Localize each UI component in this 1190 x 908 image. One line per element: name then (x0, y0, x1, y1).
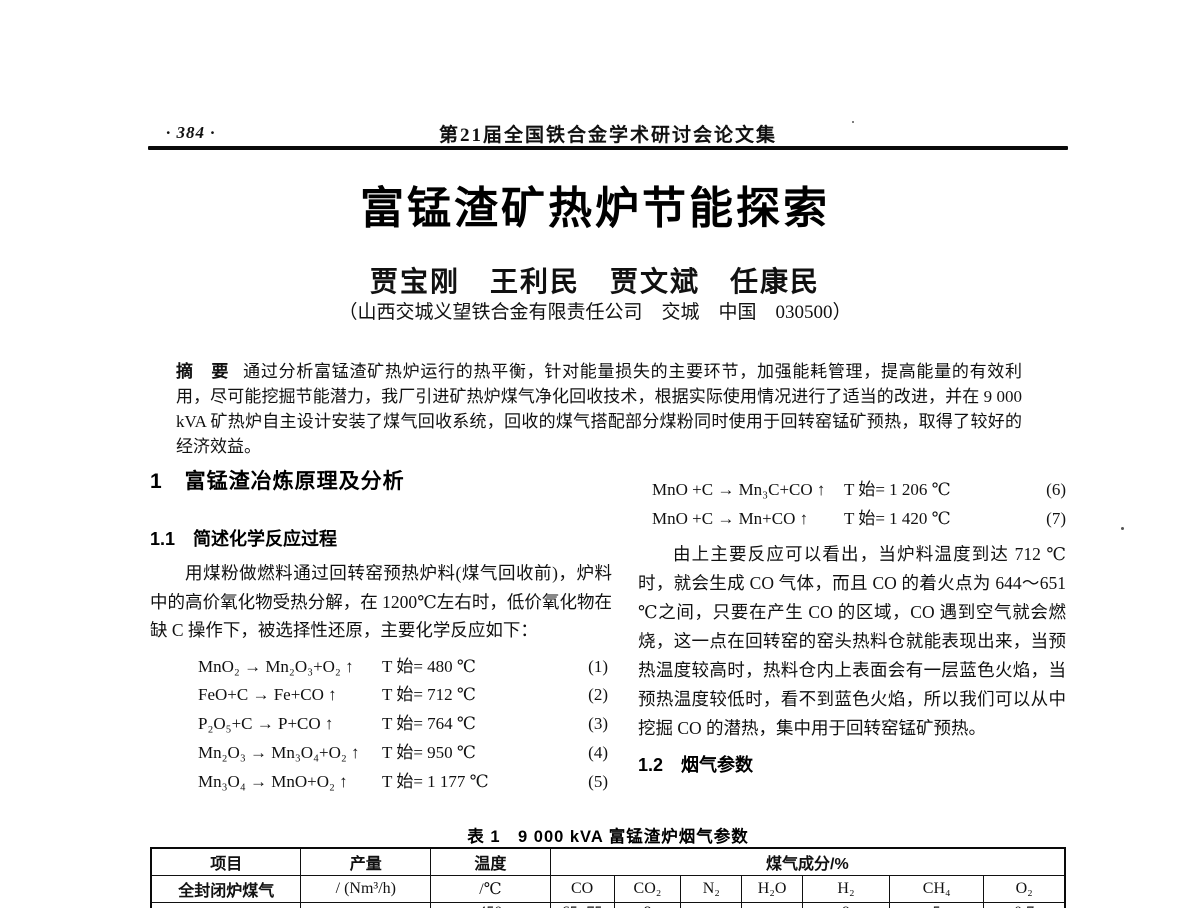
cell-value-h2o (741, 902, 803, 908)
section-1-2-heading: 1.2 烟气参数 (638, 754, 754, 775)
equation-6: MnO +C → Mn₃C+CO ↑ T 始= 1 206 ℃ (6) (638, 476, 1066, 505)
table-1-container: 项目 产量 温度 煤气成分/% 全封闭炉煤气 / (Nm³/h) /℃ CO C… (150, 847, 1066, 908)
section-1-1-paragraph: 用煤粉做燃料通过回转窑预热炉料(煤气回收前)，炉料中的高价氧化物受热分解，在 1… (150, 563, 612, 640)
cell-gas-h2o: H₂O (741, 875, 803, 903)
abstract-label: 摘 要 (176, 362, 230, 381)
equation-start-temp: T 始= 1 420 ℃ (844, 508, 951, 528)
equation-start-temp: T 始= 764 ℃ (382, 714, 476, 734)
discussion-paragraph: 由上主要反应可以看出，当炉料温度到达 712 ℃时，就会生成 CO 气体，而且 … (638, 543, 1066, 738)
cell-gas-co: CO (549, 875, 615, 903)
cell-gas-h2: H₂ (801, 875, 891, 903)
authors-line: 贾宝刚 王利民 贾文斌 任康民 (369, 267, 820, 298)
section-1-1-heading: 1.1 简述化学反应过程 (150, 529, 338, 549)
equation-formula: Mn₂O₃ → Mn₃O₄+O₂ ↑ (198, 742, 360, 762)
cell-gas-o2: O₂ (983, 875, 1066, 903)
equation-start-temp: T 始= 480 ℃ (382, 656, 476, 676)
cell-output-unit: / (Nm³/h) (300, 875, 432, 903)
cell-value-co2: 8 (613, 902, 682, 908)
cell-value-h2: 9 (801, 902, 891, 908)
col-header-output: 产量 (300, 847, 432, 876)
cell-value-ch4: 5 (889, 902, 985, 908)
equation-number: (7) (1046, 508, 1066, 528)
abstract-text: 通过分析富锰渣矿热炉运行的热平衡，针对能量损失的主要环节，加强能耗管理，提高能量… (176, 362, 1023, 456)
cell-item-name: 全封闭炉煤气 (150, 875, 302, 903)
equation-formula: MnO +C → Mn₃C+CO ↑ (652, 480, 826, 499)
equation-start-temp: T 始= 712 ℃ (382, 685, 476, 705)
table-1-caption: 表 1 9 000 kVA 富锰渣炉烟气参数 (467, 828, 749, 846)
equation-number: (3) (588, 714, 608, 734)
abstract-paragraph: 摘 要通过分析富锰渣矿热炉运行的热平衡，针对能量损失的主要环节，加强能耗管理，提… (176, 359, 1022, 459)
equation-number: (5) (588, 771, 608, 791)
journal-header: 第21届全国铁合金学术研讨会论文集 (438, 125, 777, 146)
col-header-temperature: 温度 (430, 847, 551, 876)
header-rule (148, 146, 1068, 150)
scan-noise-speck (852, 121, 854, 123)
equation-1: MnO₂ → Mn₂O₃+O₂ ↑ T 始= 480 ℃ (1) (150, 653, 612, 682)
cell-value-n2 (680, 902, 743, 908)
equation-formula: P₂O₅+C → P+CO ↑ (198, 714, 334, 734)
cell-value-o2: 0.7 (983, 902, 1066, 908)
cell-gas-co2: CO₂ (613, 875, 682, 903)
equation-7: MnO +C → Mn+CO ↑ T 始= 1 420 ℃ (7) (638, 505, 1066, 534)
equation-4: Mn₂O₃ → Mn₃O₄+O₂ ↑ T 始= 950 ℃ (4) (150, 739, 612, 768)
equation-formula: FeO+C → Fe+CO ↑ (198, 685, 337, 705)
paper-title: 富锰渣矿热炉节能探索 (360, 184, 830, 233)
equation-start-temp: T 始= 1 177 ℃ (382, 771, 489, 791)
scan-noise-speck (1121, 527, 1124, 530)
col-header-gas-composition: 煤气成分/% (549, 847, 1066, 876)
equation-start-temp: T 始= 950 ℃ (382, 742, 476, 762)
cell-value-temperature: 450 (430, 902, 551, 908)
left-column: 1 富锰渣冶炼原理及分析 1.1 简述化学反应过程 用煤粉做燃料通过回转窑预热炉… (150, 465, 612, 796)
right-column: MnO +C → Mn₃C+CO ↑ T 始= 1 206 ℃ (6) MnO … (638, 468, 1066, 777)
table-values-row-clipped: 450 65~75 8 9 5 0.7 (150, 902, 1066, 908)
equation-3: P₂O₅+C → P+CO ↑ T 始= 764 ℃ (3) (150, 710, 612, 739)
equation-number: (1) (588, 656, 608, 676)
table-1: 项目 产量 温度 煤气成分/% 全封闭炉煤气 / (Nm³/h) /℃ CO C… (150, 847, 1066, 908)
equation-number: (2) (588, 685, 608, 705)
equation-formula: MnO +C → Mn+CO ↑ (652, 508, 809, 528)
equation-number: (6) (1046, 480, 1066, 499)
col-header-item: 项目 (150, 847, 302, 876)
section-1-heading: 1 富锰渣冶炼原理及分析 (150, 470, 405, 493)
cell-value-item (150, 902, 302, 908)
page-number: · 384 · (166, 123, 216, 142)
cell-gas-ch4: CH₄ (889, 875, 985, 903)
cell-gas-n2: N₂ (680, 875, 743, 903)
equation-2: FeO+C → Fe+CO ↑ T 始= 712 ℃ (2) (150, 681, 612, 710)
table-units-row: 全封闭炉煤气 / (Nm³/h) /℃ CO CO₂ N₂ H₂O H₂ CH₄… (150, 875, 1066, 903)
affiliation-line: （山西交城义望铁合金有限责任公司 交城 中国 030500） (338, 302, 852, 323)
equation-start-temp: T 始= 1 206 ℃ (844, 480, 951, 499)
equation-formula: Mn₃O₄ → MnO+O₂ ↑ (198, 771, 348, 791)
equation-list-right: MnO +C → Mn₃C+CO ↑ T 始= 1 206 ℃ (6) MnO … (638, 476, 1066, 534)
cell-value-co: 65~75 (549, 902, 615, 908)
equation-formula: MnO₂ → Mn₂O₃+O₂ ↑ (198, 656, 354, 676)
cell-value-output (300, 902, 432, 908)
cell-temperature-unit: /℃ (430, 875, 551, 903)
table-header-row: 项目 产量 温度 煤气成分/% (150, 847, 1066, 876)
equation-5: Mn₃O₄ → MnO+O₂ ↑ T 始= 1 177 ℃ (5) (150, 768, 612, 797)
equation-list-left: MnO₂ → Mn₂O₃+O₂ ↑ T 始= 480 ℃ (1) FeO+C →… (150, 653, 612, 797)
equation-number: (4) (588, 742, 608, 762)
